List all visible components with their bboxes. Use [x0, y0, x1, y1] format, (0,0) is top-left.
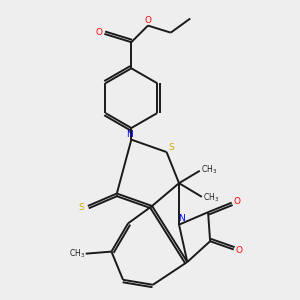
Text: CH$_3$: CH$_3$	[68, 248, 85, 260]
Text: N: N	[126, 130, 133, 139]
Text: CH$_3$: CH$_3$	[203, 191, 219, 204]
Text: O: O	[234, 197, 241, 206]
Text: N: N	[178, 214, 184, 223]
Text: O: O	[236, 246, 243, 255]
Text: CH$_3$: CH$_3$	[201, 164, 217, 176]
Text: S: S	[169, 143, 174, 152]
Text: S: S	[79, 203, 84, 212]
Text: O: O	[144, 16, 152, 25]
Text: O: O	[95, 28, 103, 37]
